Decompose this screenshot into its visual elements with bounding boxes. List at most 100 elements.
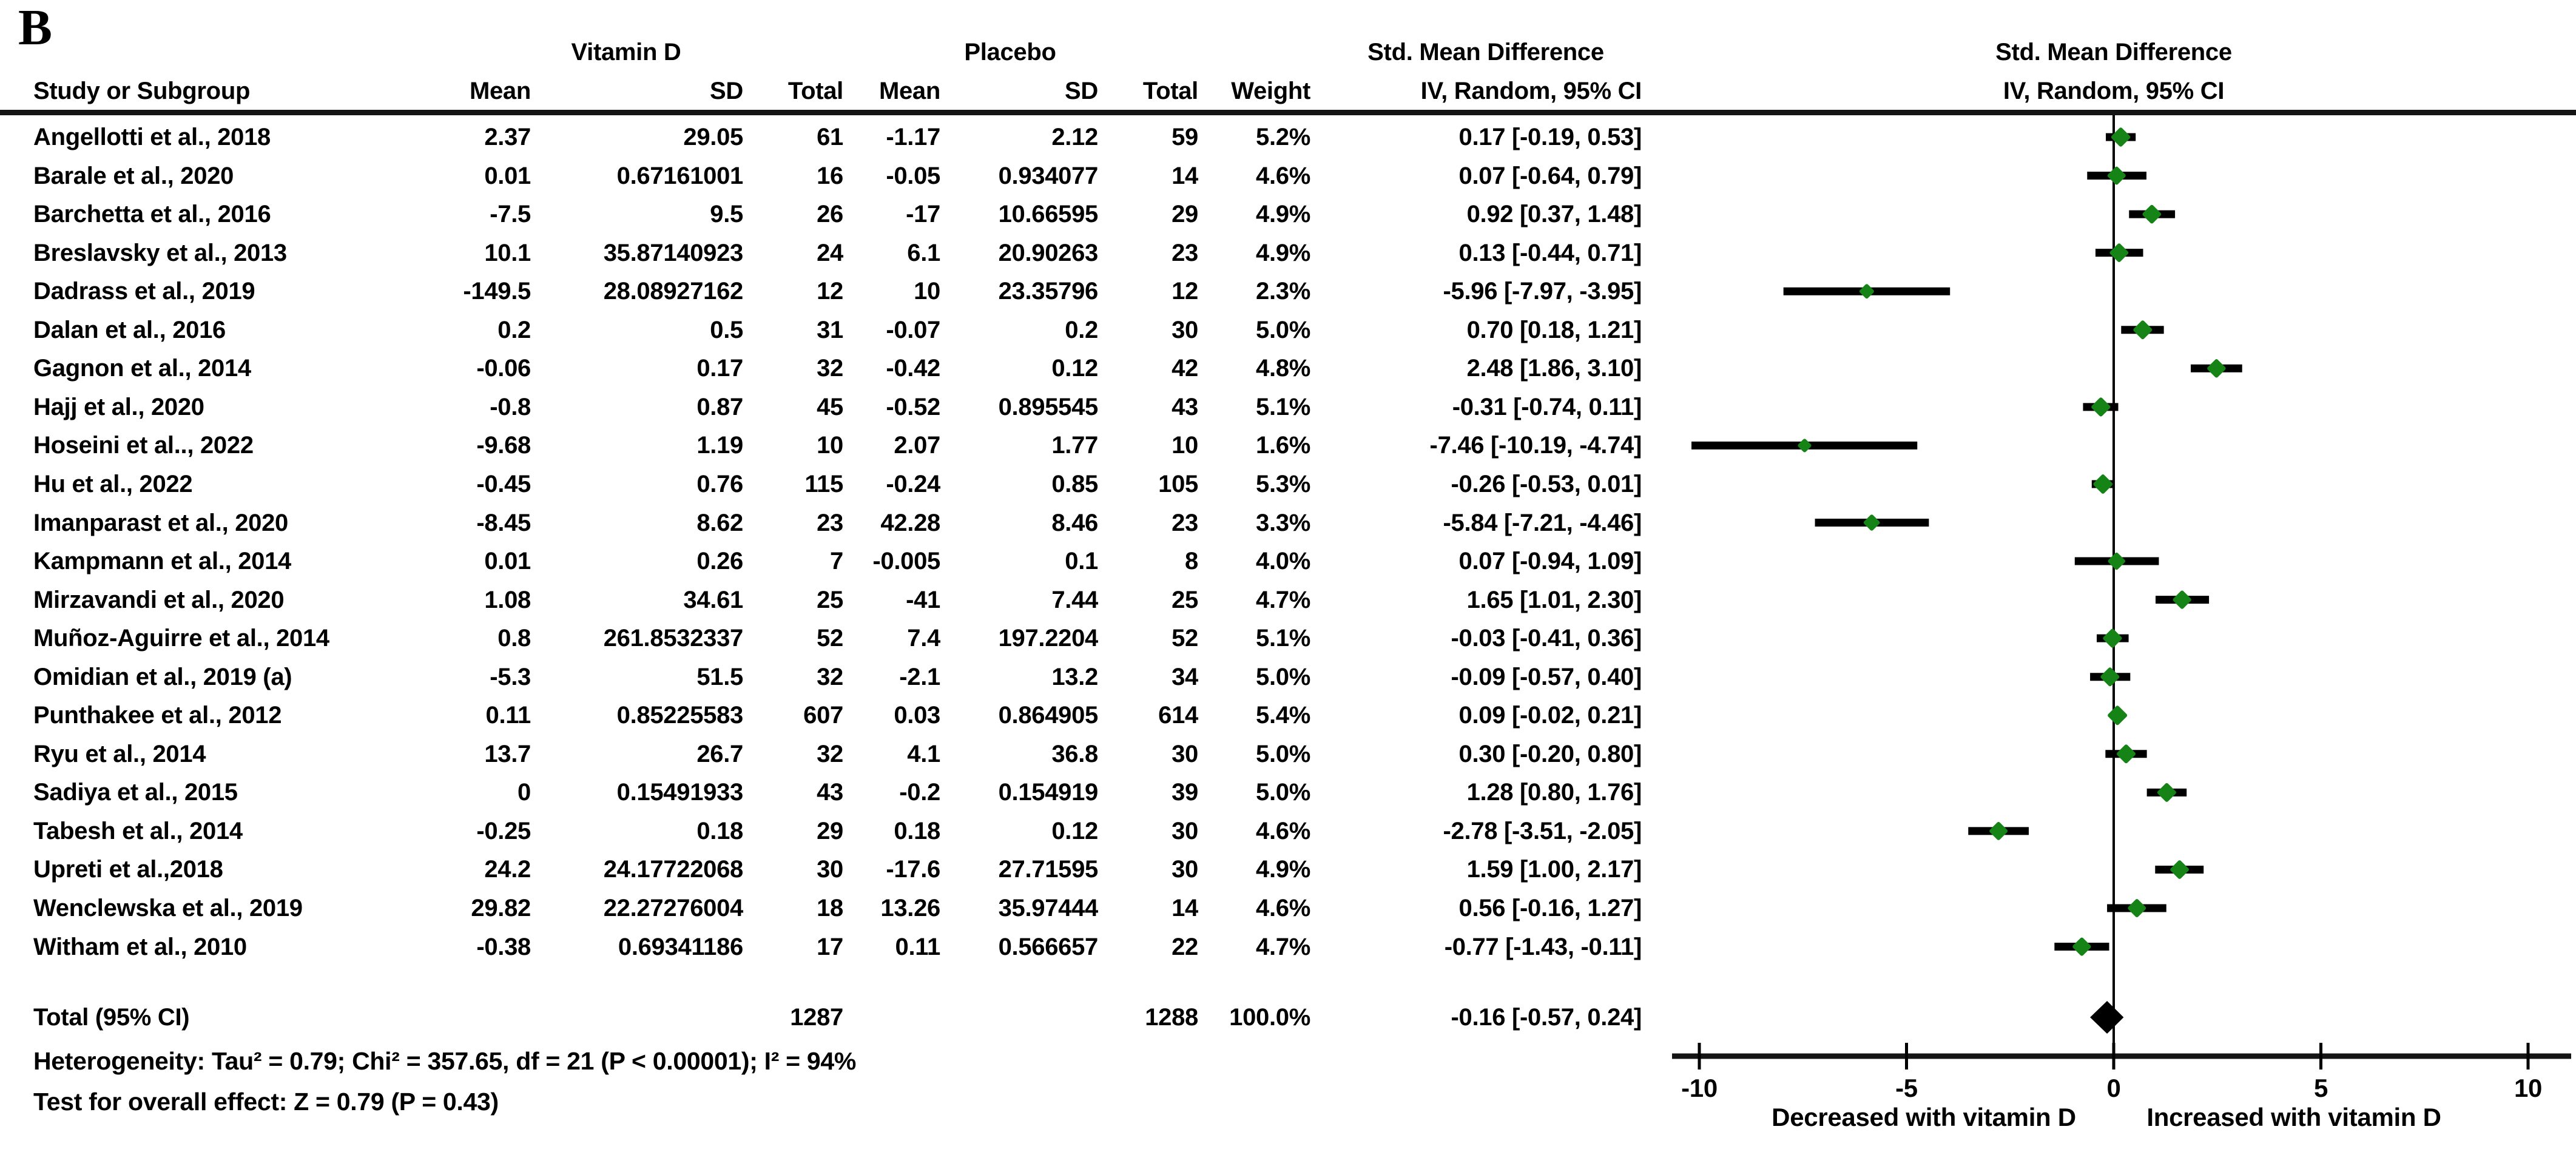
- effect-marker: [2108, 706, 2128, 726]
- ci-estimate: 0.07 [-0.64, 0.79]: [1458, 162, 1642, 189]
- ci-estimate: -0.03 [-0.41, 0.36]: [1451, 625, 1642, 652]
- weight: 5.0%: [1256, 316, 1310, 343]
- placebo-sd: 13.2: [1051, 663, 1098, 690]
- placebo-total: 30: [1172, 316, 1198, 343]
- study-name: Dalan et al., 2016: [33, 316, 226, 343]
- ci-estimate: 1.59 [1.00, 2.17]: [1466, 856, 1642, 883]
- vitd-sd: 28.08927162: [603, 278, 744, 305]
- vitd-total: 16: [817, 162, 843, 189]
- ci-estimate: 0.56 [-0.16, 1.27]: [1458, 895, 1642, 921]
- vitd-mean: -149.5: [463, 278, 531, 305]
- vitd-total: 32: [817, 740, 843, 767]
- effect-marker: [2091, 397, 2111, 417]
- vitd-sd: 0.76: [696, 470, 743, 497]
- placebo-total: 14: [1172, 162, 1198, 189]
- placebo-sd: 23.35796: [998, 278, 1099, 305]
- study-name: Wenclewska et al., 2019: [33, 895, 303, 921]
- table-row: Dadrass et al., 2019 -149.5 28.08927162 12 1…: [0, 272, 1674, 311]
- x-axis-tick-label: -10: [1681, 1074, 1718, 1102]
- vitd-sd: 0.85225583: [616, 702, 744, 729]
- group-header-vitamin-d: Vitamin D: [571, 39, 681, 66]
- vitd-total: 32: [817, 663, 843, 690]
- study-name: Angellotti et al., 2018: [33, 124, 271, 150]
- weight: 4.8%: [1256, 355, 1310, 382]
- weight: 4.9%: [1256, 856, 1310, 883]
- placebo-sd: 0.895545: [998, 393, 1099, 420]
- placebo-total: 59: [1172, 124, 1198, 150]
- placebo-sd: 0.934077: [998, 162, 1099, 189]
- vitd-mean: 13.7: [484, 740, 531, 767]
- placebo-mean: 0.18: [894, 817, 940, 844]
- placebo-mean: 7.4: [907, 625, 940, 652]
- placebo-sd: 35.97444: [998, 895, 1099, 921]
- vitd-total: 52: [817, 625, 843, 652]
- study-name: Omidian et al., 2019 (a): [33, 663, 292, 690]
- placebo-mean: 2.07: [894, 432, 940, 459]
- effect-marker: [2111, 127, 2131, 147]
- study-name: Barale et al., 2020: [33, 162, 234, 189]
- header-separator-line: [0, 110, 2576, 115]
- vitd-total: 10: [817, 432, 843, 459]
- ci-plot-subheader: IV, Random, 95% CI: [2003, 78, 2225, 104]
- study-name: Kampmann et al., 2014: [33, 548, 291, 575]
- weight: 4.7%: [1256, 586, 1310, 613]
- vitd-mean: 0.2: [497, 316, 531, 343]
- vitd-mean: -0.45: [476, 470, 531, 497]
- placebo-sd: 7.44: [1051, 586, 1098, 613]
- study-name: Hu et al., 2022: [33, 470, 193, 497]
- vitd-total: 25: [817, 586, 843, 613]
- panel-label: B: [18, 0, 52, 56]
- table-row: Hu et al., 2022 -0.45 0.76 115 -0.24 0.85 105 5…: [0, 465, 1674, 504]
- placebo-sd: 2.12: [1051, 124, 1098, 150]
- placebo-sd: 0.1: [1065, 548, 1098, 575]
- placebo-sd: 0.12: [1051, 817, 1098, 844]
- ci-estimate: -7.46 [-10.19, -4.74]: [1429, 432, 1642, 459]
- placebo-mean: -0.2: [899, 779, 940, 806]
- weight: 4.9%: [1256, 201, 1310, 228]
- placebo-mean: -0.52: [886, 393, 940, 420]
- vitd-mean: 0.11: [485, 702, 531, 729]
- vitd-sd-header: SD: [710, 78, 743, 104]
- study-name: Sadiya et al., 2015: [33, 779, 238, 806]
- ci-estimate: 2.48 [1.86, 3.10]: [1466, 355, 1642, 382]
- vitd-total: 29: [817, 817, 843, 844]
- group-header-placebo: Placebo: [964, 39, 1056, 66]
- weight: 4.6%: [1256, 895, 1310, 921]
- vitd-sd: 35.87140923: [603, 239, 744, 266]
- weight: 5.1%: [1256, 393, 1310, 420]
- effect-marker: [2157, 783, 2176, 802]
- vitd-total: 115: [804, 470, 843, 497]
- placebo-sd: 27.71595: [998, 856, 1099, 883]
- placebo-mean: -0.05: [886, 162, 940, 189]
- vitd-total: 30: [817, 856, 843, 883]
- placebo-total: 23: [1172, 239, 1198, 266]
- vitd-sd: 51.5: [696, 663, 743, 690]
- effect-marker: [2170, 860, 2189, 879]
- ci-estimate: -5.96 [-7.97, -3.95]: [1443, 278, 1642, 305]
- placebo-sd: 20.90263: [998, 239, 1099, 266]
- total-vitd-n: 1287: [790, 1004, 843, 1031]
- weight: 5.4%: [1256, 702, 1310, 729]
- placebo-sd: 36.8: [1051, 740, 1098, 767]
- ci-estimate: -0.09 [-0.57, 0.40]: [1451, 663, 1642, 690]
- ci-estimate: 1.65 [1.01, 2.30]: [1466, 586, 1642, 613]
- study-name: Ryu et al., 2014: [33, 740, 206, 767]
- vitd-total: 7: [830, 548, 843, 575]
- vitd-sd: 0.87: [696, 393, 743, 420]
- placebo-mean: 6.1: [907, 239, 940, 266]
- placebo-sd: 0.154919: [998, 779, 1099, 806]
- vitd-sd: 29.05: [683, 124, 743, 150]
- study-name: Tabesh et al., 2014: [33, 817, 243, 844]
- vitd-mean: 0.8: [497, 625, 531, 652]
- vitd-sd: 0.69341186: [618, 933, 743, 960]
- placebo-sd-header: SD: [1065, 78, 1098, 104]
- effect-marker: [2116, 744, 2136, 764]
- vitd-total: 23: [817, 509, 843, 536]
- placebo-total: 42: [1172, 355, 1198, 382]
- effect-marker: [1859, 284, 1874, 299]
- vitd-total: 26: [817, 201, 843, 228]
- placebo-mean: 0.11: [895, 933, 941, 960]
- study-name: Witham et al., 2010: [33, 933, 247, 960]
- effect-marker: [2107, 166, 2126, 185]
